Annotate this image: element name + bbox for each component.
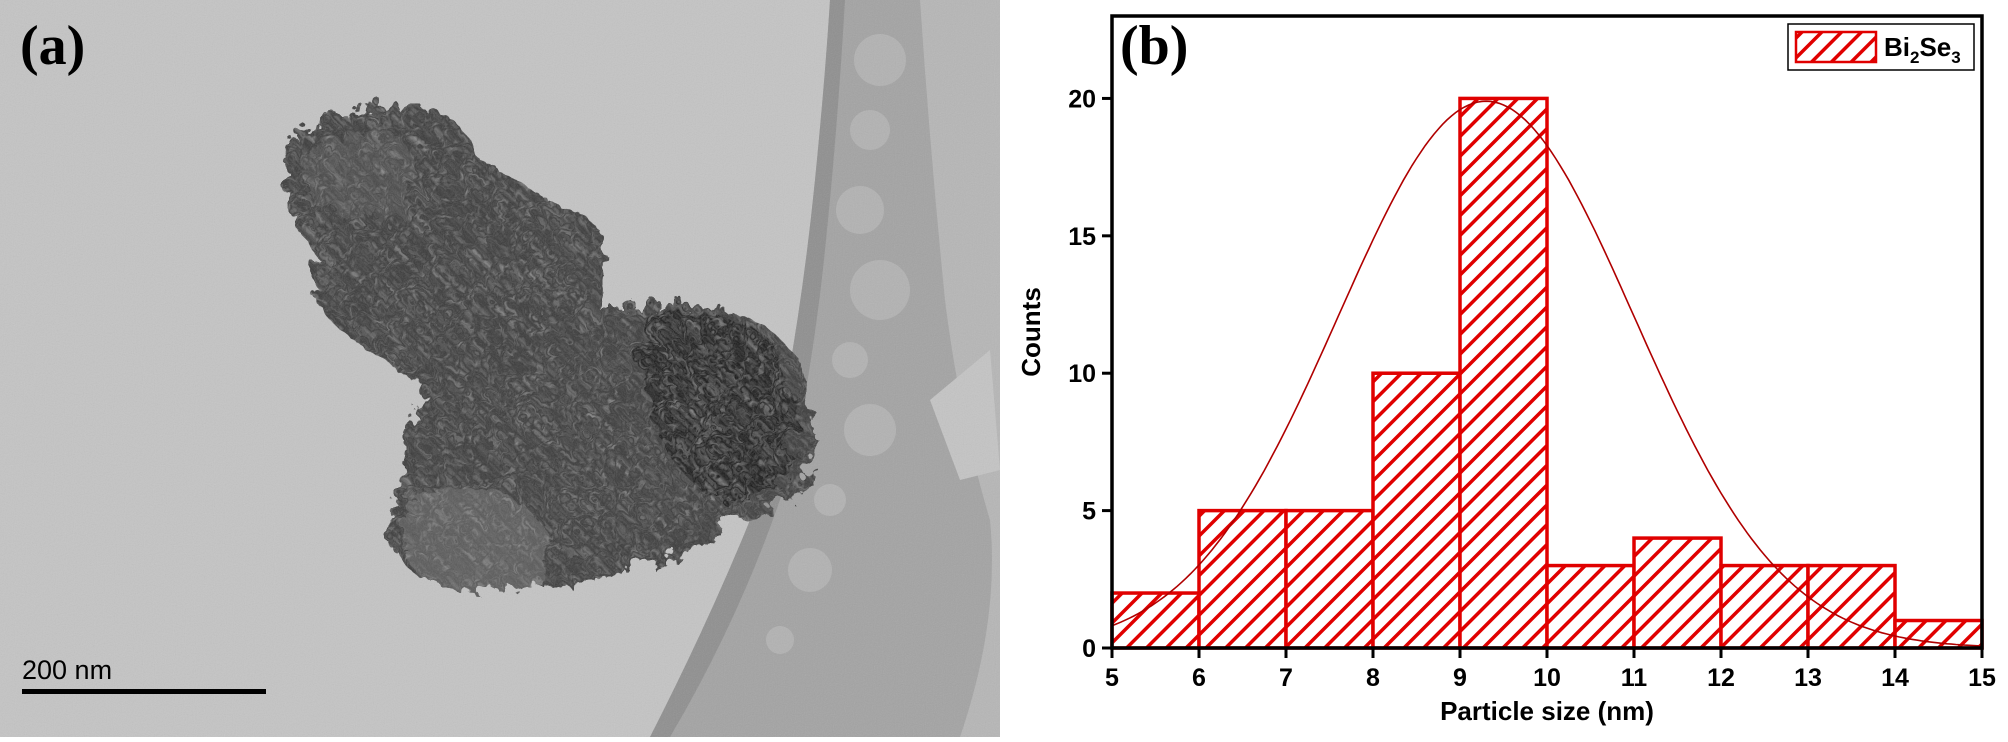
panel-b-label: (b) — [1120, 15, 1189, 77]
x-tick-label: 13 — [1794, 664, 1822, 692]
y-tick-label: 20 — [1068, 85, 1096, 113]
x-tick-label: 8 — [1366, 664, 1380, 692]
tem-image-panel: (a) 200 nm — [0, 0, 1000, 737]
x-tick-label: 10 — [1533, 664, 1561, 692]
x-tick-label: 14 — [1881, 664, 1909, 692]
x-axis-label: Particle size (nm) — [1440, 696, 1654, 726]
histogram-bar-12-13 — [1719, 563, 1810, 650]
x-tick-label: 6 — [1192, 664, 1206, 692]
y-tick-label: 10 — [1068, 360, 1096, 388]
x-tick-label: 11 — [1621, 664, 1648, 692]
x-tick-label: 15 — [1968, 664, 1996, 692]
tem-micrograph — [0, 0, 1000, 737]
histogram-bar-9-10 — [1458, 96, 1549, 650]
legend-label-bi: Bi — [1884, 32, 1910, 62]
histogram-bar-14-15 — [1893, 618, 1984, 650]
histogram-bar-6-7 — [1197, 508, 1288, 650]
histogram-bar-8-9 — [1371, 371, 1462, 650]
x-tick-label: 9 — [1453, 664, 1467, 692]
image-noise — [0, 0, 1000, 737]
scale-bar-text: 200 nm — [22, 655, 113, 685]
legend: Bi2Se3 — [1787, 23, 1975, 71]
legend-label-se: Se — [1919, 32, 1951, 62]
legend-label: Bi2Se3 — [1884, 32, 1961, 67]
histogram-bar-7-8 — [1284, 508, 1375, 650]
gaussian-fit-curve — [1111, 100, 1983, 647]
scale-bar — [22, 689, 266, 694]
histogram-panel: 5 6 7 8 9 10 11 12 13 14 15 0 5 10 15 20 Particle size… — [1000, 0, 2008, 737]
panel-a-label: (a) — [20, 15, 86, 77]
legend-swatch — [1794, 30, 1878, 64]
legend-label-sub-2: 2 — [1910, 48, 1919, 67]
y-tick-label: 5 — [1082, 498, 1096, 526]
histogram-bar-11-12 — [1632, 536, 1723, 650]
y-tick-label: 0 — [1082, 635, 1096, 663]
legend-label-sub-3: 3 — [1951, 48, 1960, 67]
histogram-bar-10-11 — [1545, 563, 1636, 650]
x-tick-label: 12 — [1707, 664, 1735, 692]
y-axis-label: Counts — [1016, 287, 1046, 377]
x-tick-label: 5 — [1105, 664, 1119, 692]
x-tick-label: 7 — [1279, 664, 1293, 692]
y-tick-label: 15 — [1068, 223, 1096, 251]
